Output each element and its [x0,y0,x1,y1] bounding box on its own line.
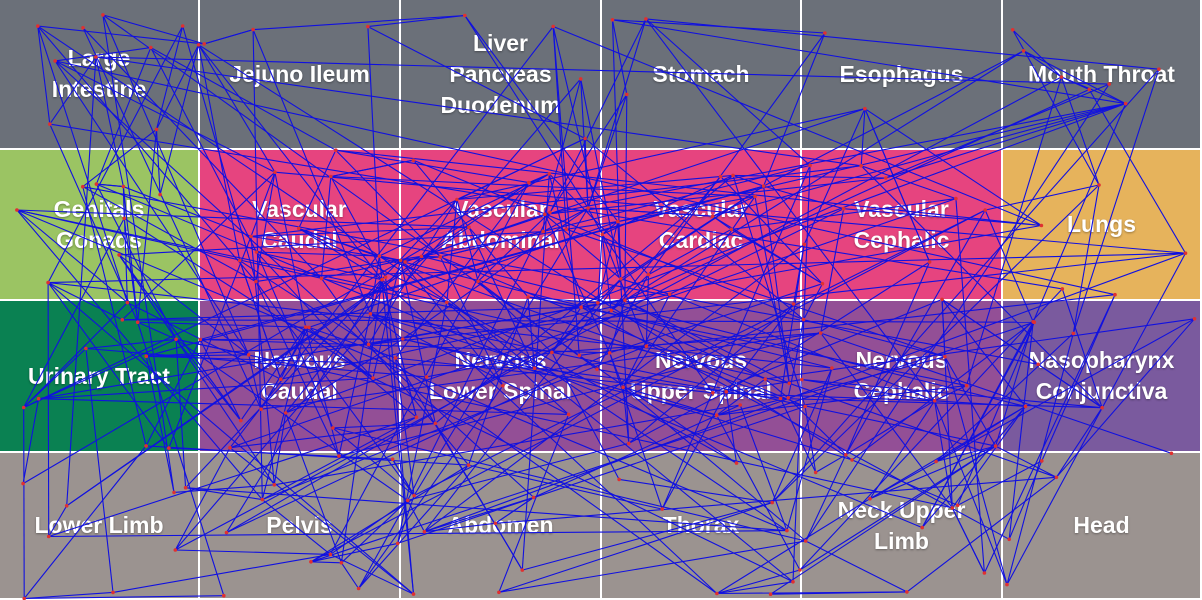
region-label-genitals-gonads: Genitals Gonads [53,195,145,253]
region-label-nervous-upper-spinal: Nervous Upper Spinal [630,347,772,404]
region-cell-lower-limb: Lower Limb [0,453,200,600]
region-label-neck-upper-limb: Neck Upper Limb [837,496,966,554]
region-cell-mouth-throat: Mouth Throat [1003,0,1202,150]
region-label-thorax: Thorax [662,512,740,538]
region-label-vascular-caudal: Vascular Caudal [252,195,347,253]
region-label-nervous-lower-spinal: Nervous Lower Spinal [428,347,573,404]
region-cell-vascular-abdominal: Vascular Abdominal [401,150,602,301]
region-cell-thorax: Thorax [602,453,802,600]
region-label-jejuno-ileum: Jejuno Ileum [229,60,370,87]
region-cell-large-intestine: Large Intestine [0,0,200,150]
region-cell-neck-upper-limb: Neck Upper Limb [802,453,1003,600]
region-cell-stomach: Stomach [602,0,802,150]
region-cell-abdomen: Abdomen [401,453,602,600]
region-label-vascular-cardiac: Vascular Cardiac [653,195,749,253]
region-cell-nervous-upper-spinal: Nervous Upper Spinal [602,301,802,453]
region-cell-jejuno-ileum: Jejuno Ileum [200,0,401,150]
region-cell-nervous-caudal: Nervous Caudal [200,301,401,453]
region-label-vascular-abdominal: Vascular Abdominal [441,195,560,253]
region-label-nasopharynx-conjunctiva: Nasopharynx Conjunctiva [1028,347,1175,404]
region-cell-nervous-cephalic: Nervous Cephalic [802,301,1003,453]
region-label-stomach: Stomach [652,60,750,87]
region-cell-esophagus: Esophagus [802,0,1003,150]
region-label-liver-pancreas-duodenum: Liver Pancreas Duodenum [440,29,561,118]
region-label-large-intestine: Large Intestine [51,45,147,102]
region-label-esophagus: Esophagus [839,60,964,87]
region-cell-lungs: Lungs [1003,150,1202,301]
region-label-mouth-throat: Mouth Throat [1028,60,1175,87]
region-label-nervous-caudal: Nervous Caudal [253,347,346,404]
region-cell-nasopharynx-conjunctiva: Nasopharynx Conjunctiva [1003,301,1202,453]
region-label-vascular-cephalic: Vascular Cephalic [853,195,950,253]
region-label-urinary-tract: Urinary Tract [28,362,170,389]
region-label-nervous-cephalic: Nervous Cephalic [853,347,950,404]
region-cell-vascular-cephalic: Vascular Cephalic [802,150,1003,301]
region-cell-genitals-gonads: Genitals Gonads [0,150,200,301]
region-cell-head: Head [1003,453,1202,600]
region-cell-liver-pancreas-duodenum: Liver Pancreas Duodenum [401,0,602,150]
region-cell-pelvis: Pelvis [200,453,401,600]
region-cell-urinary-tract: Urinary Tract [0,301,200,453]
region-label-head: Head [1073,512,1130,538]
region-cell-nervous-lower-spinal: Nervous Lower Spinal [401,301,602,453]
region-cell-vascular-caudal: Vascular Caudal [200,150,401,301]
region-label-pelvis: Pelvis [266,512,333,538]
region-cell-vascular-cardiac: Vascular Cardiac [602,150,802,301]
region-label-abdomen: Abdomen [447,512,554,538]
region-label-lungs: Lungs [1067,211,1136,237]
region-label-lower-limb: Lower Limb [34,512,164,538]
